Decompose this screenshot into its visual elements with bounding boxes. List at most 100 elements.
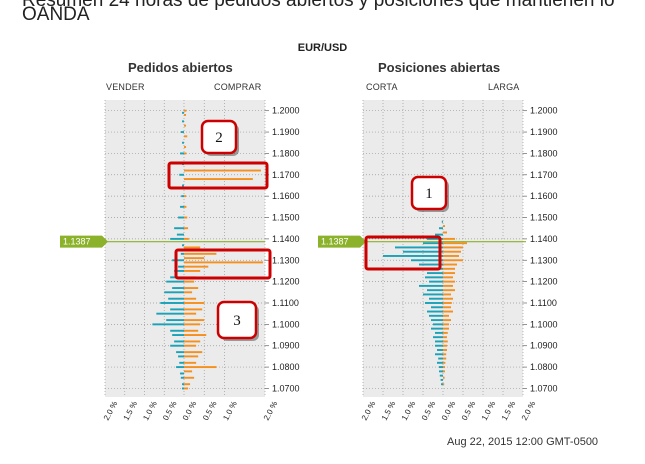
positions-right-bar xyxy=(443,344,447,347)
orders-left-bar xyxy=(176,233,184,236)
positions-left-bar xyxy=(431,319,443,322)
positions-left-bar xyxy=(429,280,443,283)
orders-left-bar xyxy=(182,141,184,144)
orders-right-bar xyxy=(184,323,201,326)
orders-left-bar xyxy=(152,323,184,326)
orders-right-bar xyxy=(184,329,199,332)
positions-y-tick-label: 1.1400 xyxy=(530,234,558,244)
callout-2-box xyxy=(200,119,238,155)
orders-left-bar xyxy=(174,340,184,343)
positions-right-bar xyxy=(443,297,453,300)
orders-right-bar xyxy=(184,355,199,358)
positions-left-bar xyxy=(439,370,443,373)
orders-right-bar xyxy=(184,302,205,304)
positions-left-bar xyxy=(435,331,443,334)
orders-left-bar xyxy=(180,376,184,379)
orders-y-tick-label: 1.1000 xyxy=(272,319,300,329)
positions-plot-area xyxy=(363,100,523,397)
positions-x-tick-label: 1.0 % xyxy=(400,400,418,422)
positions-y-tick-label: 1.1600 xyxy=(530,191,558,201)
orders-current-price-tag: 1.1387 xyxy=(60,235,108,248)
orders-highlight-box-upper xyxy=(167,161,269,190)
orders-x-tick-label: 1.5 % xyxy=(122,400,140,422)
positions-chart-title: Posiciones abiertas xyxy=(378,60,501,75)
positions-x-tick-label: 2.0 % xyxy=(360,400,378,422)
positions-left-bar xyxy=(441,383,443,386)
orders-left-bar xyxy=(170,344,184,347)
positions-left-bar xyxy=(437,349,443,351)
orders-left-bar xyxy=(172,334,184,336)
orders-right-bar xyxy=(184,319,205,322)
orders-left-bar xyxy=(179,173,184,176)
orders-left-bar xyxy=(160,302,184,304)
positions-x-tick-label: 0.0 % xyxy=(440,400,458,422)
positions-x-tick-label: 0.5 % xyxy=(460,400,478,422)
positions-y-tick-label: 1.1000 xyxy=(530,319,558,329)
orders-right-bar xyxy=(184,252,217,255)
positions-left-bar xyxy=(435,340,443,343)
positions-left-bar xyxy=(431,306,443,309)
positions-right-bar xyxy=(443,259,463,262)
positions-x-tick-label: 2.0 % xyxy=(520,400,538,422)
orders-sell-label: VENDER xyxy=(106,82,145,92)
orders-y-tick-label: 1.1300 xyxy=(272,255,300,265)
positions-price-tag-text: 1.1387 xyxy=(321,237,349,247)
positions-right-bar xyxy=(443,376,445,379)
positions-left-bar xyxy=(435,233,443,236)
positions-y-tick-label: 1.0800 xyxy=(530,362,558,372)
positions-y-tick-label: 1.1800 xyxy=(530,148,558,158)
orders-left-bar xyxy=(182,244,184,247)
orders-left-bar xyxy=(178,216,184,219)
callout-2: 2 xyxy=(200,119,239,156)
positions-right-bar xyxy=(443,366,445,369)
orders-left-bar xyxy=(164,291,184,294)
orders-right-bar xyxy=(184,297,197,300)
page-title-line-2: OANDA xyxy=(22,4,90,25)
positions-left-bar xyxy=(395,246,443,249)
orders-right-bar xyxy=(184,216,188,219)
orders-right-bar xyxy=(184,237,189,240)
positions-left-bar xyxy=(429,297,443,300)
orders-right-bar xyxy=(184,135,188,138)
positions-right-bar xyxy=(443,323,449,326)
orders-left-bar xyxy=(180,131,184,134)
orders-right-bar xyxy=(184,227,189,230)
orders-y-tick-label: 1.0900 xyxy=(272,341,300,351)
positions-left-bar xyxy=(435,344,443,347)
orders-left-bar xyxy=(174,227,184,230)
orders-right-bar xyxy=(184,152,187,155)
orders-price-tag-text: 1.1387 xyxy=(63,237,91,247)
orders-right-bar xyxy=(184,387,189,390)
orders-y-tick-label: 1.1500 xyxy=(272,213,300,223)
orders-y-tick-label: 1.1400 xyxy=(272,234,300,244)
orders-y-tick-label: 1.1600 xyxy=(272,191,300,201)
positions-right-bar xyxy=(443,293,451,296)
orders-buy-label: COMPRAR xyxy=(214,82,262,92)
orders-right-bar xyxy=(184,109,187,112)
positions-right-bar xyxy=(443,306,451,309)
orders-left-bar xyxy=(182,383,184,386)
orders-right-bar xyxy=(184,246,201,249)
positions-x-tick-label: 1.5 % xyxy=(500,400,518,422)
positions-x-tick-label: 1.5 % xyxy=(380,400,398,422)
orders-x-tick-label: 0.5 % xyxy=(161,400,179,422)
positions-right-bar xyxy=(443,267,455,270)
positions-y-tick-label: 1.1100 xyxy=(530,298,557,308)
orders-x-tick-label: 0.5 % xyxy=(201,400,219,422)
orders-left-bar xyxy=(178,355,184,358)
orders-right-bar xyxy=(184,383,191,386)
orders-right-bar xyxy=(184,340,201,343)
callout-3-box xyxy=(216,300,258,340)
orders-y-tick-label: 1.1100 xyxy=(272,298,299,308)
orders-right-bar xyxy=(184,312,197,315)
positions-y-tick-label: 1.1900 xyxy=(530,127,558,137)
positions-left-bar xyxy=(441,220,443,223)
positions-y-tick-label: 1.1200 xyxy=(530,277,558,287)
positions-left-bar xyxy=(427,272,443,275)
positions-left-bar xyxy=(427,289,443,292)
orders-chart-title: Pedidos abiertos xyxy=(128,60,233,75)
orders-left-bar xyxy=(182,184,184,187)
positions-left-bar xyxy=(431,327,443,330)
orders-highlight-box-lower xyxy=(174,248,272,280)
